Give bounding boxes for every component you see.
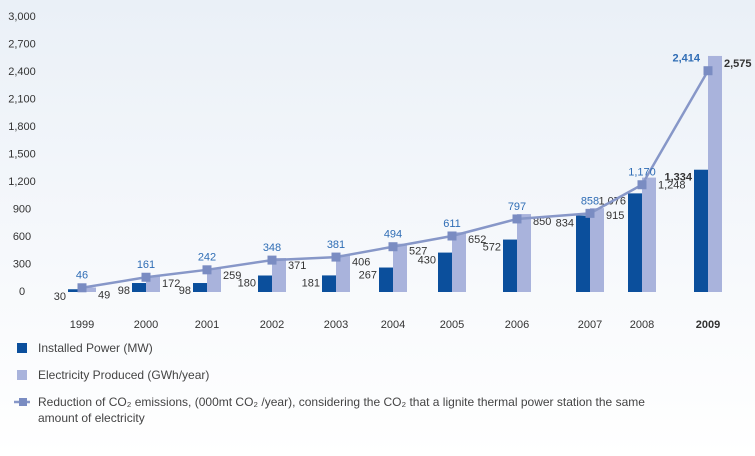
bar-value-label: 406 bbox=[352, 257, 370, 269]
line-marker bbox=[388, 242, 398, 252]
x-tick-label: 2003 bbox=[324, 319, 348, 330]
bar-value-label: 834 bbox=[556, 217, 574, 229]
line-marker bbox=[267, 255, 277, 265]
line-value-label: 797 bbox=[508, 201, 526, 213]
bar-value-label: 259 bbox=[223, 270, 241, 282]
y-tick-label: 1,800 bbox=[8, 121, 36, 133]
line-value-label: 348 bbox=[263, 242, 281, 254]
bar-value-label: 1,248 bbox=[658, 180, 686, 192]
bar-value-label: 180 bbox=[238, 277, 256, 289]
line-value-label: 494 bbox=[384, 229, 402, 241]
x-tick-label: 2006 bbox=[505, 319, 529, 330]
bar-value-label: 49 bbox=[98, 289, 110, 301]
bar-value-label: 572 bbox=[483, 241, 501, 253]
bar bbox=[379, 267, 393, 292]
bar bbox=[503, 239, 517, 292]
line-marker bbox=[447, 231, 457, 241]
bar bbox=[576, 215, 590, 292]
line-marker bbox=[703, 66, 713, 76]
bar bbox=[628, 193, 642, 292]
legend: Installed Power (MW) Electricity Produced… bbox=[14, 340, 714, 437]
bar bbox=[193, 283, 207, 292]
bar-value-label: 181 bbox=[302, 277, 320, 289]
y-tick-label: 1,500 bbox=[8, 148, 36, 160]
line-value-label: 381 bbox=[327, 239, 345, 251]
line-value-label: 1,170 bbox=[628, 167, 656, 179]
x-tick-label: 2000 bbox=[134, 319, 158, 330]
x-tick-label: 2005 bbox=[440, 319, 464, 330]
x-tick-label: 2002 bbox=[260, 319, 284, 330]
bar bbox=[438, 252, 452, 292]
x-tick-label: 2007 bbox=[578, 319, 602, 330]
bar bbox=[336, 254, 350, 292]
bar-value-label: 2,575 bbox=[724, 58, 752, 70]
bar bbox=[694, 169, 708, 292]
chart: 0 300 600 900 1,200 1,500 1,800 2,100 2,400 2,700… bbox=[8, 11, 752, 330]
bar bbox=[452, 232, 466, 292]
bar-value-label: 267 bbox=[359, 269, 377, 281]
x-tick-label: 2008 bbox=[630, 319, 654, 330]
line-value-label: 858 bbox=[581, 195, 599, 207]
bar bbox=[322, 275, 336, 292]
line-value-label: 611 bbox=[443, 218, 461, 230]
bar-value-label: 1,334 bbox=[664, 172, 692, 184]
bar-value-label: 652 bbox=[468, 234, 486, 246]
y-tick-label: 1,200 bbox=[8, 176, 36, 188]
bar-value-label: 172 bbox=[162, 278, 180, 290]
y-tick-label: 3,000 bbox=[8, 11, 36, 23]
y-tick-label: 900 bbox=[13, 203, 31, 215]
legend-item: Reduction of CO₂ emissions, (000mt CO₂ /… bbox=[14, 394, 714, 426]
line-marker bbox=[637, 180, 647, 190]
bar-value-label: 915 bbox=[606, 210, 624, 222]
line-marker bbox=[331, 252, 341, 262]
legend-swatch bbox=[14, 340, 30, 356]
bar-value-label: 371 bbox=[288, 260, 306, 272]
x-tick-label: 2009 bbox=[696, 319, 720, 330]
line-marker bbox=[202, 265, 212, 275]
bar bbox=[272, 257, 286, 292]
legend-label: Installed Power (MW) bbox=[38, 341, 153, 355]
line-value-label: 161 bbox=[137, 259, 155, 271]
bar bbox=[393, 243, 407, 292]
line-value-label: 46 bbox=[76, 270, 88, 282]
bar-value-label: 527 bbox=[409, 246, 427, 258]
x-tick-label: 1999 bbox=[70, 319, 94, 330]
y-tick-label: 600 bbox=[13, 231, 31, 243]
x-tick-label: 2004 bbox=[381, 319, 405, 330]
line-value-label: 2,414 bbox=[672, 53, 700, 65]
bar bbox=[590, 208, 604, 292]
bar bbox=[258, 275, 272, 292]
legend-label: Electricity Produced (GWh/year) bbox=[38, 368, 210, 382]
line-marker bbox=[585, 208, 595, 218]
bar bbox=[517, 214, 531, 292]
legend-swatch bbox=[14, 394, 30, 410]
bar bbox=[68, 289, 82, 292]
y-tick-label: 300 bbox=[13, 258, 31, 270]
x-tick-label: 2001 bbox=[195, 319, 219, 330]
legend-swatch bbox=[14, 367, 30, 383]
bar bbox=[708, 55, 722, 293]
line-marker bbox=[141, 272, 151, 282]
legend-label: Reduction of CO₂ emissions, (000mt CO₂ /… bbox=[38, 395, 645, 425]
bar bbox=[82, 287, 96, 292]
legend-item: Electricity Produced (GWh/year) bbox=[14, 367, 714, 383]
bar-value-label: 30 bbox=[54, 291, 66, 303]
line-marker bbox=[77, 283, 87, 293]
y-tick-label: 0 bbox=[19, 286, 25, 298]
bar-value-label: 850 bbox=[533, 216, 551, 228]
y-tick-label: 2,700 bbox=[8, 38, 36, 50]
bar-value-label: 98 bbox=[118, 285, 130, 297]
y-tick-label: 2,100 bbox=[8, 93, 36, 105]
line-marker bbox=[512, 214, 522, 224]
bar bbox=[642, 177, 656, 292]
legend-item: Installed Power (MW) bbox=[14, 340, 714, 356]
y-tick-label: 2,400 bbox=[8, 66, 36, 78]
line-value-label: 242 bbox=[198, 252, 216, 264]
bar-value-label: 98 bbox=[179, 285, 191, 297]
bar bbox=[132, 283, 146, 292]
bar-value-label: 430 bbox=[418, 254, 436, 266]
